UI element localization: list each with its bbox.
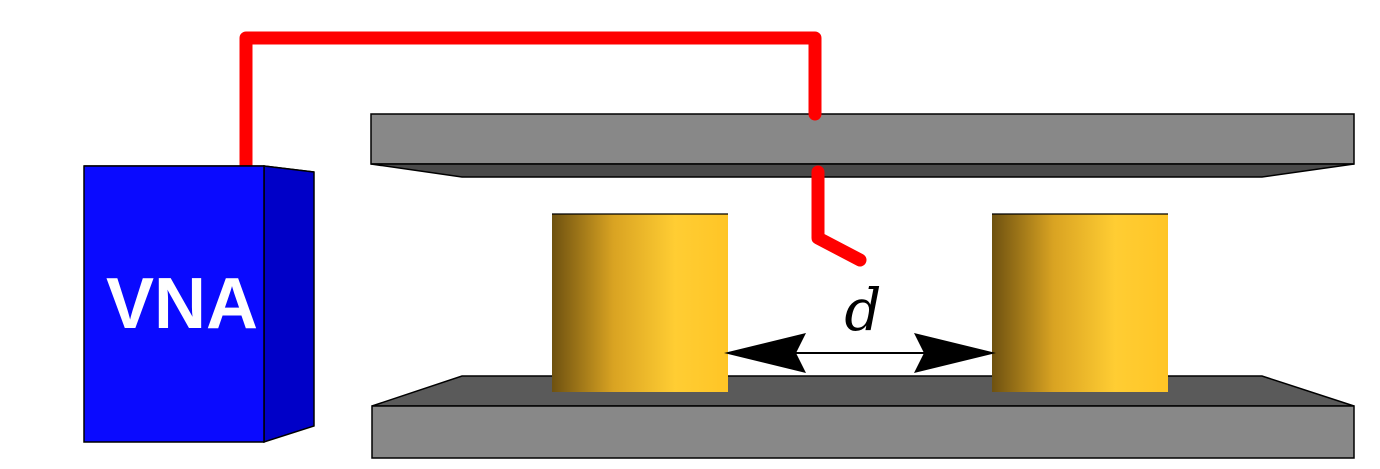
right-cylinder [992, 213, 1168, 392]
separation-label: d [844, 276, 881, 344]
vna-box: VNA [83, 165, 315, 444]
top-plate [370, 113, 1355, 178]
bottom-plate-top-face [371, 375, 1355, 407]
coax-cable [239, 31, 867, 267]
arrowhead-left [724, 333, 806, 373]
right-cylinder-body [992, 214, 1168, 392]
cable-upper-run [239, 31, 822, 179]
vna-box-side-face [263, 165, 315, 444]
bottom-plate [371, 375, 1355, 459]
left-cylinder [552, 213, 728, 392]
left-cylinder-body [552, 214, 728, 392]
top-plate-bottom-face [370, 163, 1355, 178]
arrowhead-right [914, 333, 996, 373]
top-plate-front-face [370, 113, 1355, 165]
antenna-probe [811, 165, 867, 267]
vna-label: VNA [106, 264, 258, 344]
bottom-plate-front-face [371, 405, 1355, 459]
separation-arrow: d [724, 276, 996, 373]
vna-box-front-face [83, 165, 265, 443]
